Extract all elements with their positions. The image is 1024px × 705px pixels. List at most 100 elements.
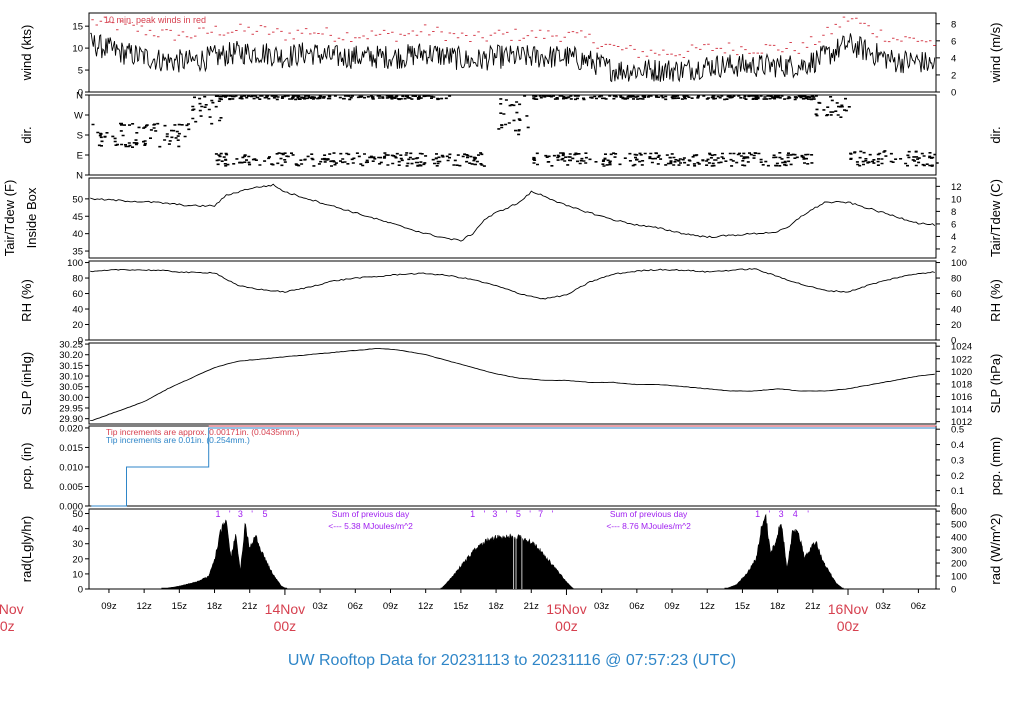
- rh-left-tick-label: 40: [72, 305, 83, 316]
- temp-frame: [88, 177, 937, 259]
- pcp-right-tick-label: 0: [951, 502, 956, 513]
- temp-left-tick-label: 35: [72, 247, 83, 258]
- pcp-left-tick-label: 0.010: [59, 462, 83, 473]
- wind-right-tick-label: 4: [951, 53, 956, 64]
- rad-sum-line2: <--- 8.76 MJoules/m^2: [606, 521, 691, 531]
- pcp-left-tick-label: 0.015: [59, 443, 83, 454]
- pcp-right-tick-label: 0.2: [951, 471, 964, 482]
- time-tick-label: 03z: [312, 601, 328, 612]
- time-tick-label: 18z: [207, 601, 223, 612]
- rad-hour-mark: 1: [755, 509, 760, 519]
- rad-right-tick-label: 600: [951, 507, 967, 518]
- rad-hour-mark: ': [552, 509, 554, 519]
- pcp-series-blue: [91, 427, 936, 507]
- temp-right-tick-label: 6: [951, 219, 956, 230]
- day-date-label: 14Nov: [265, 601, 305, 617]
- day-date-label: 13Nov: [0, 601, 24, 617]
- time-tick-label: 09z: [664, 601, 680, 612]
- rh-right-tick-label: 80: [951, 274, 962, 285]
- slp-ylabel: SLP (inHg): [19, 352, 34, 415]
- temp-right-tick-label: 10: [951, 194, 962, 205]
- rh-right-tick-label: 0: [951, 336, 956, 347]
- pcp-left-tick-label: 0.020: [59, 423, 83, 434]
- temp-ylabel: Inside Box: [24, 187, 39, 248]
- time-tick-label: 12z: [700, 601, 716, 612]
- time-tick-label: 21z: [524, 601, 540, 612]
- temp-right-tick-label: 12: [951, 182, 962, 193]
- rh-ylabel-right: RH (%): [988, 279, 1003, 322]
- chart-title: UW Rooftop Data for 20231113 to 20231116…: [288, 652, 736, 669]
- wind-right-tick-label: 8: [951, 19, 956, 30]
- rh-right-tick-label: 40: [951, 305, 962, 316]
- rad-sum-line2: <--- 5.38 MJoules/m^2: [328, 521, 413, 531]
- rad-hour-mark: ': [483, 509, 485, 519]
- rad-ylabel: rad(Lgly/hr): [19, 516, 34, 582]
- rad-hour-mark: 3: [779, 509, 784, 519]
- time-tick-label: 15z: [453, 601, 469, 612]
- dir-left-tick-label: N: [76, 91, 83, 102]
- rh-left-tick-label: 60: [72, 289, 83, 300]
- dir-left-tick-label: S: [77, 131, 83, 142]
- rad-day-area-3: [724, 513, 844, 590]
- dir-left-tick-label: N: [76, 171, 83, 182]
- rad-left-tick-label: 0: [78, 585, 83, 596]
- wind-frame: [88, 12, 937, 93]
- time-tick-label: 21z: [242, 601, 258, 612]
- rh-left-tick-label: 80: [72, 274, 83, 285]
- rad-hour-mark: 1: [216, 509, 221, 519]
- rad-right-tick-label: 200: [951, 559, 967, 570]
- slp-left-tick-label: 29.95: [59, 404, 83, 415]
- slp-right-tick-label: 1018: [951, 379, 972, 390]
- temp-right-tick-label: 8: [951, 207, 956, 218]
- time-tick-label: 12z: [418, 601, 434, 612]
- wind-peak-series: [91, 16, 936, 58]
- rad-left-tick-label: 30: [72, 539, 83, 550]
- slp-ylabel-right: SLP (hPa): [988, 354, 1003, 414]
- rh-ylabel: RH (%): [19, 279, 34, 322]
- wind-left-tick-label: 10: [72, 44, 83, 55]
- rad-right-tick-label: 400: [951, 533, 967, 544]
- rad-left-tick-label: 40: [72, 524, 83, 535]
- time-tick-label: 21z: [805, 601, 821, 612]
- wind-left-tick-label: 15: [72, 22, 83, 33]
- dir-left-tick-label: W: [74, 111, 83, 122]
- slp-left-tick-label: 30.00: [59, 393, 83, 404]
- time-tick-label: 06z: [348, 601, 364, 612]
- rad-hour-mark: ': [807, 509, 809, 519]
- rh-right-tick-label: 100: [951, 258, 967, 269]
- wind-right-tick-label: 2: [951, 70, 956, 81]
- rad-left-tick-label: 20: [72, 554, 83, 565]
- wind-left-tick-label: 5: [78, 66, 83, 77]
- slp-left-tick-label: 30.15: [59, 361, 83, 372]
- rh-frame: [88, 260, 937, 341]
- rad-ylabel-right: rad (W/m^2): [988, 513, 1003, 584]
- wind-right-tick-label: 6: [951, 36, 956, 47]
- dir-left-tick-label: E: [77, 151, 83, 162]
- day-time-label: 00z: [274, 618, 297, 634]
- temp-left-tick-label: 50: [72, 194, 83, 205]
- temp-ylabel-2: Tair/Tdew (F): [2, 180, 17, 257]
- wind-annotation: 10 min. peak winds in red: [104, 15, 206, 25]
- slp-left-tick-label: 30.25: [59, 340, 83, 351]
- time-tick-label: 09z: [383, 601, 399, 612]
- pcp-note-blue: Tip increments are 0.01in. (0.254mm.): [106, 435, 250, 445]
- slp-right-tick-label: 1016: [951, 392, 972, 403]
- rad-day-area-2: [440, 533, 575, 590]
- rh-right-tick-label: 20: [951, 320, 962, 331]
- temp-right-tick-label: 2: [951, 244, 956, 255]
- rad-right-tick-label: 0: [951, 585, 956, 596]
- wind-ylabel-right: wind (m/s): [988, 23, 1003, 84]
- rh-series: [90, 268, 935, 300]
- rad-left-tick-label: 50: [72, 509, 83, 520]
- pcp-right-tick-label: 0.4: [951, 440, 964, 451]
- slp-right-tick-label: 1020: [951, 367, 972, 378]
- dir-ylabel-right: dir.: [988, 126, 1003, 143]
- pcp-left-tick-label: 0.005: [59, 482, 83, 493]
- time-tick-label: 03z: [876, 601, 892, 612]
- time-tick-label: 12z: [136, 601, 152, 612]
- pcp-note-red: Tip increments are approx. 0.00171in. (0…: [106, 427, 300, 437]
- rad-hour-mark: 5: [262, 509, 267, 519]
- time-tick-label: 18z: [770, 601, 786, 612]
- slp-left-tick-label: 29.90: [59, 414, 83, 425]
